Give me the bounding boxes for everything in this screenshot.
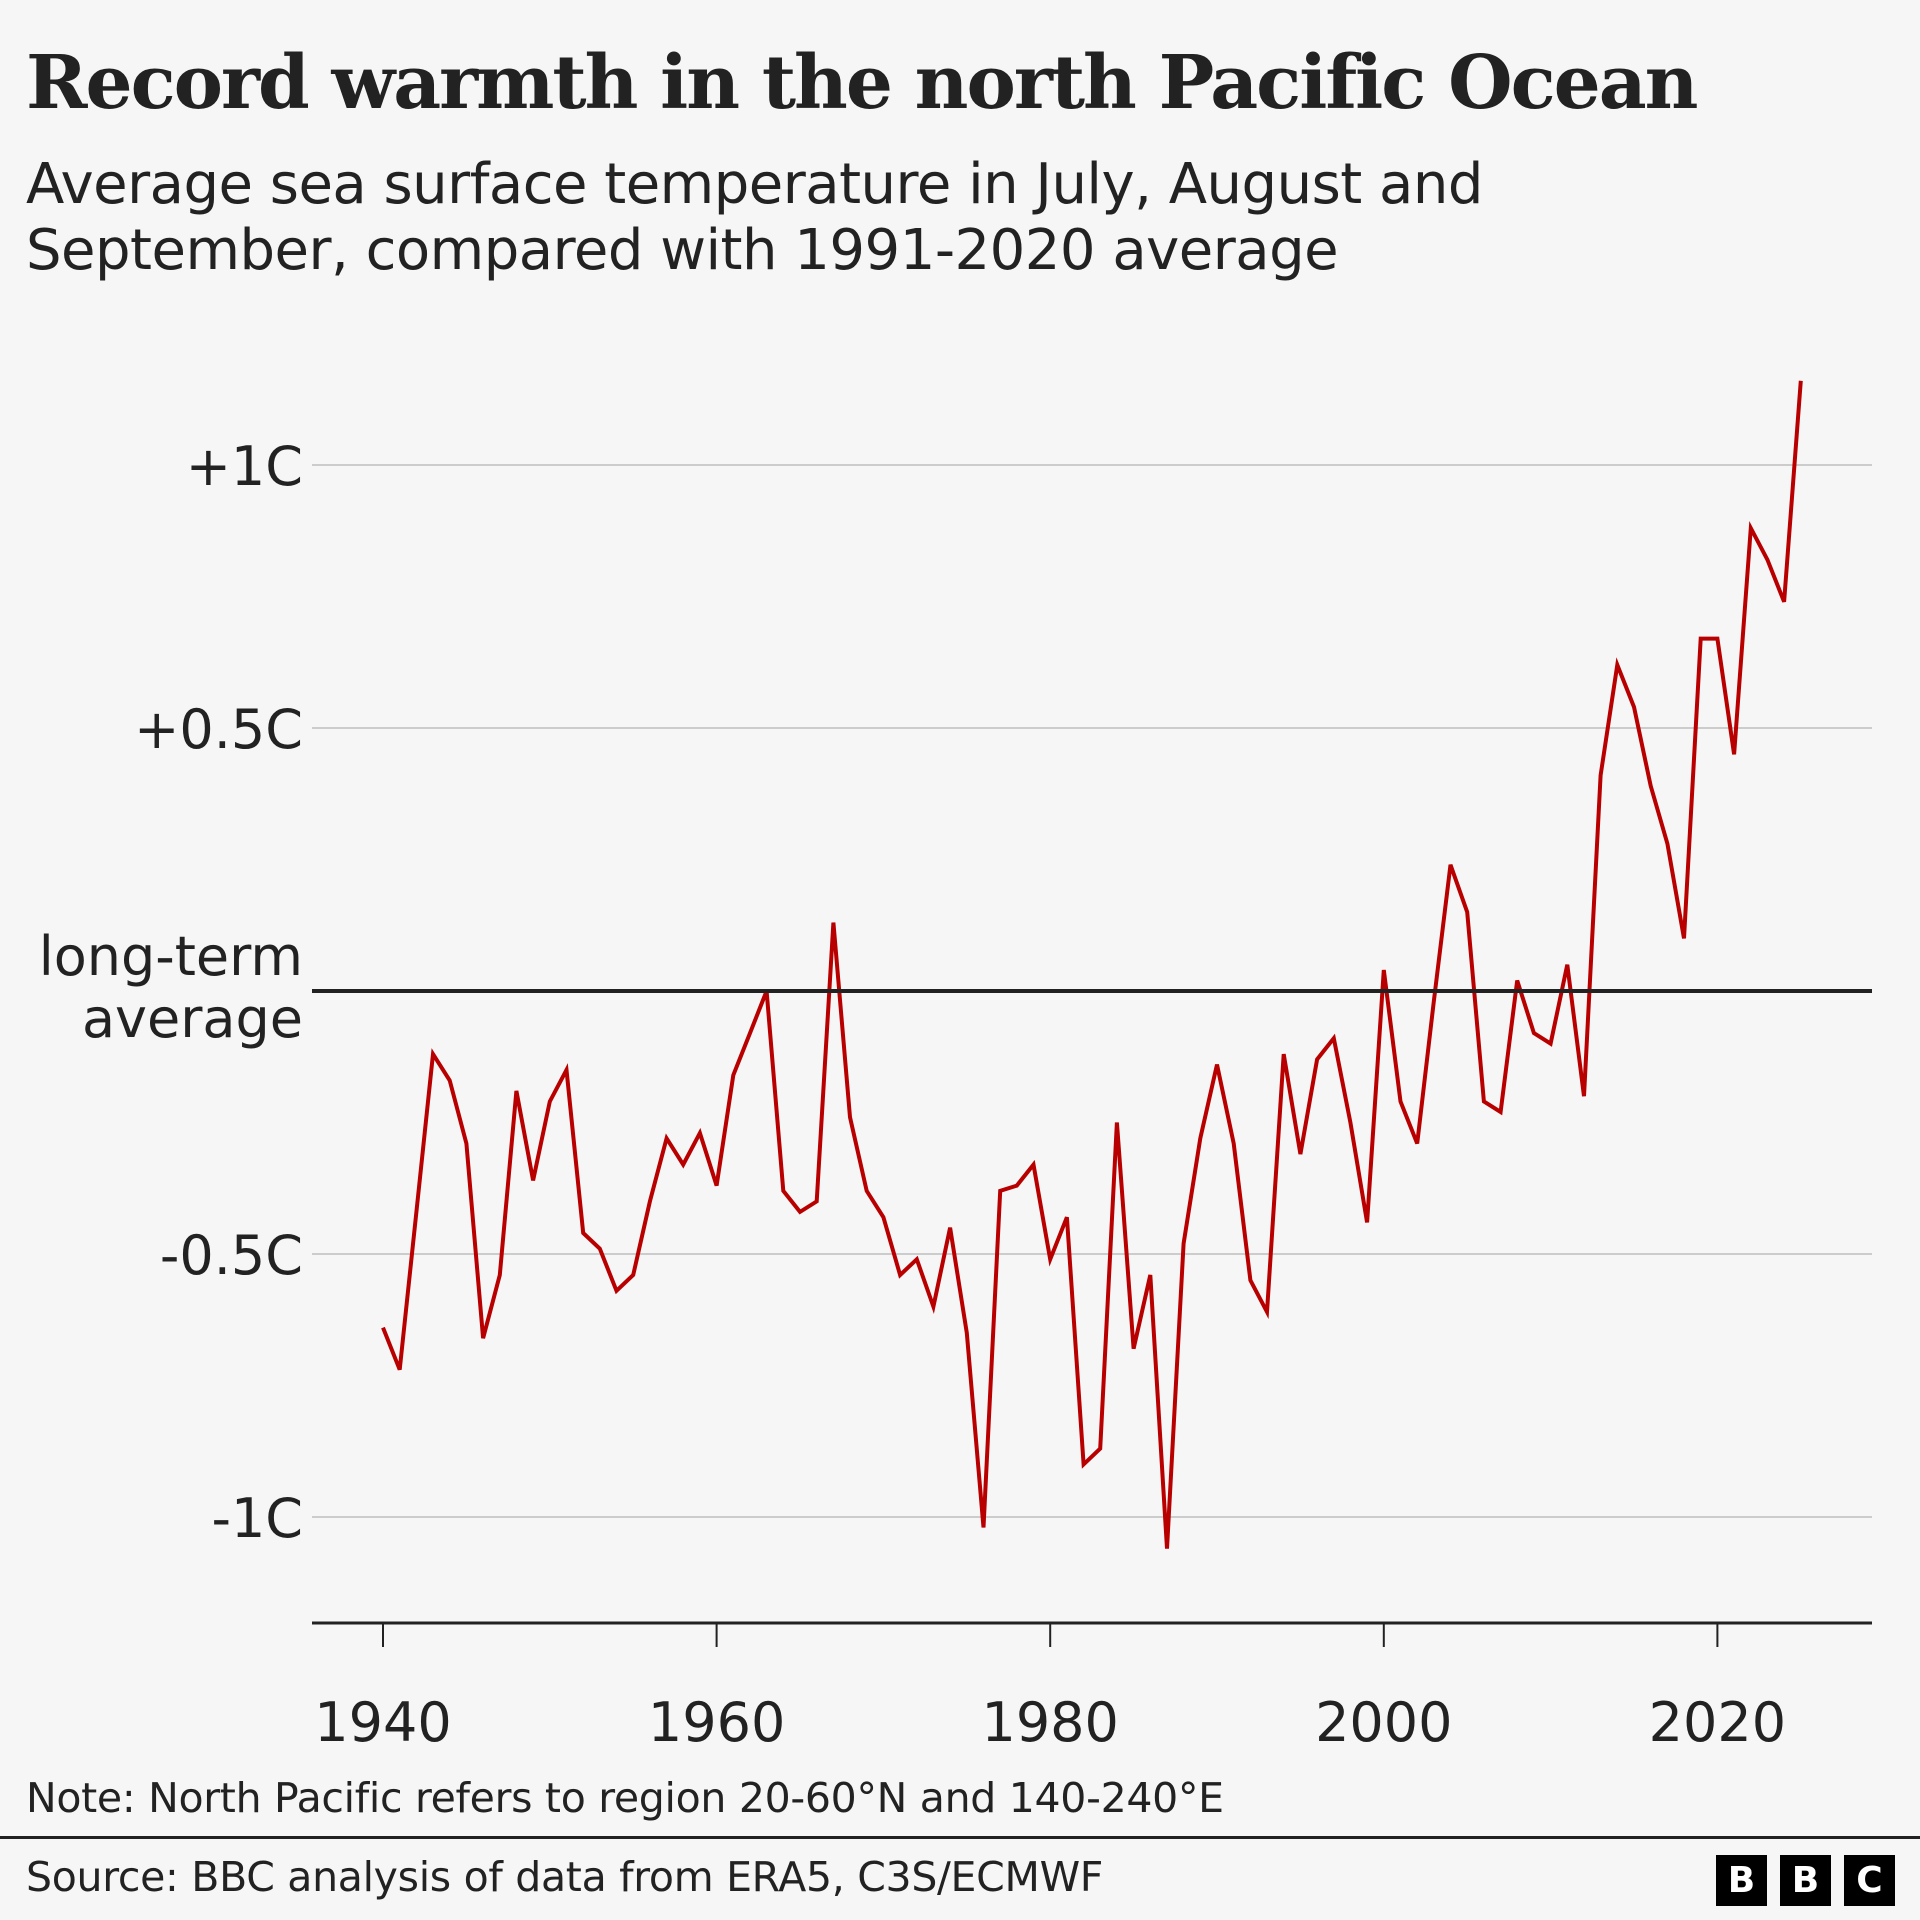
y-tick-label: -0.5C <box>160 1224 303 1287</box>
series-line <box>381 380 1803 1549</box>
logo-letter: B <box>1780 1855 1831 1906</box>
baseline-label: long-term <box>39 925 303 988</box>
logo-letter: B <box>1716 1855 1767 1906</box>
chart-subtitle: Average sea surface temperature in July,… <box>26 152 1483 283</box>
x-tick-label: 1940 <box>314 1691 451 1754</box>
y-tick-label: -1C <box>211 1487 303 1550</box>
footer-divider <box>0 1836 1920 1839</box>
x-tick-label: 1960 <box>648 1691 785 1754</box>
source-text: Source: BBC analysis of data from ERA5, … <box>26 1853 1104 1901</box>
y-tick-label: +1C <box>186 435 303 498</box>
x-tick-label: 1980 <box>981 1691 1118 1754</box>
footnote: Note: North Pacific refers to region 20-… <box>26 1774 1224 1822</box>
chart-title: Record warmth in the north Pacific Ocean <box>26 40 1698 126</box>
x-tick-label: 2020 <box>1649 1691 1786 1754</box>
x-tick-label: 2000 <box>1315 1691 1452 1754</box>
series <box>312 380 1872 1549</box>
y-tick-label: +0.5C <box>134 698 303 761</box>
x-axis: 1940 1960 1980 2000 2020 <box>312 1621 1872 1754</box>
bbc-logo: B B C <box>1716 1855 1895 1906</box>
baseline-label: average <box>82 987 303 1050</box>
gridlines <box>312 464 1872 1518</box>
logo-letter: C <box>1844 1855 1895 1906</box>
